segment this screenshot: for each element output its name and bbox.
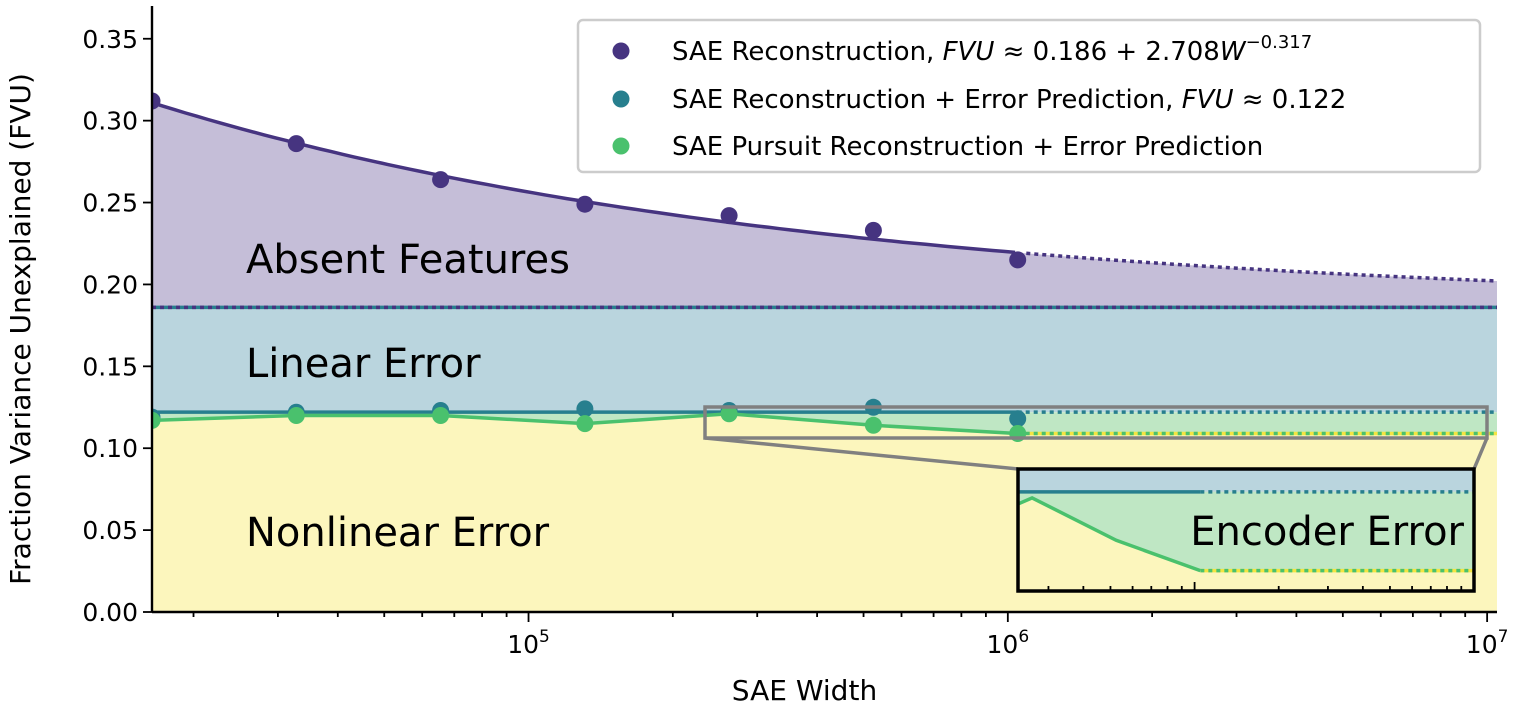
- y-tick-label: 0.00: [82, 598, 138, 627]
- data-point-series-3: [864, 416, 882, 434]
- legend-marker-series-2: [612, 90, 630, 108]
- fit-line-extrapolated: [1026, 251, 1497, 283]
- data-point-series-1: [720, 207, 738, 225]
- x-tick-label: 106: [987, 627, 1030, 659]
- plot-area: [152, 92, 1497, 612]
- legend-label-series-1: SAE Reconstruction, FVU ≈ 0.186 + 2.708W…: [672, 32, 1312, 67]
- region-labels: Absent Features Linear Error Nonlinear Err…: [246, 237, 570, 556]
- data-point-series-1: [864, 221, 882, 239]
- data-point-series-3: [576, 415, 594, 433]
- legend-box: [576, 18, 1482, 174]
- y-axis-title: Fraction Variance Unexplained (FVU): [4, 73, 37, 585]
- x-tick-label: 105: [507, 627, 550, 659]
- legend-label-series-3: SAE Pursuit Reconstruction + Error Predi…: [672, 132, 1263, 162]
- data-point-series-3: [287, 407, 305, 424]
- absent-features-region: [152, 102, 1497, 308]
- inset-pursuit-line: [1018, 495, 1201, 573]
- linear-error-label: Linear Error: [246, 341, 481, 387]
- y-tick-label: 0.25: [82, 189, 138, 218]
- data-point-series-1: [576, 195, 594, 213]
- x-tick-label: 107: [1466, 627, 1509, 659]
- inset-plot: [1018, 469, 1474, 591]
- linear-error-region: [152, 307, 1497, 413]
- y-tick-label: 0.35: [82, 25, 138, 54]
- nonlinear-error-label: Nonlinear Error: [246, 510, 550, 556]
- legend-marker-series-1: [612, 42, 630, 60]
- y-tick-label: 0.30: [82, 107, 138, 136]
- data-point-series-3: [432, 407, 450, 424]
- axes: 0.00 0.05 0.10 0.15 0.20 0.25 0.30 0.35 105 106 10…: [4, 6, 1508, 707]
- data-point-series-3: [152, 411, 161, 429]
- absent-features-label: Absent Features: [246, 237, 570, 283]
- inset-frame: [1016, 467, 1476, 593]
- zoom-inset: Encoder Error: [703, 405, 1489, 593]
- x-axis-title: SAE Width: [732, 674, 877, 707]
- zoom-connector-left: [704, 436, 1019, 471]
- zoom-connector-right: [1472, 437, 1489, 470]
- data-point-series-2: [576, 400, 594, 418]
- data-point-series-1: [432, 171, 450, 189]
- data-point-series-1: [287, 135, 305, 153]
- legend: SAE Reconstruction, FVU ≈ 0.186 + 2.708W…: [576, 18, 1482, 174]
- inset-encoder-region: [1018, 491, 1474, 571]
- inset-linear-region: [1018, 469, 1474, 492]
- y-tick-label: 0.10: [82, 434, 138, 463]
- data-point-series-1: [152, 92, 161, 110]
- zoom-region-box: [703, 405, 1489, 440]
- y-tick-label: 0.05: [82, 516, 138, 545]
- legend-marker-series-3: [612, 137, 630, 155]
- legend-label-series-2: SAE Reconstruction + Error Prediction, F…: [672, 85, 1346, 115]
- encoder-error-label: Encoder Error: [1190, 509, 1464, 555]
- y-tick-label: 0.15: [82, 352, 138, 381]
- data-point-series-1: [1009, 251, 1027, 269]
- data-point-series-3: [720, 405, 738, 423]
- data-point-series-2: [1009, 410, 1027, 428]
- plot-clip-group: [152, 92, 1497, 612]
- y-tick-label: 0.20: [82, 270, 138, 299]
